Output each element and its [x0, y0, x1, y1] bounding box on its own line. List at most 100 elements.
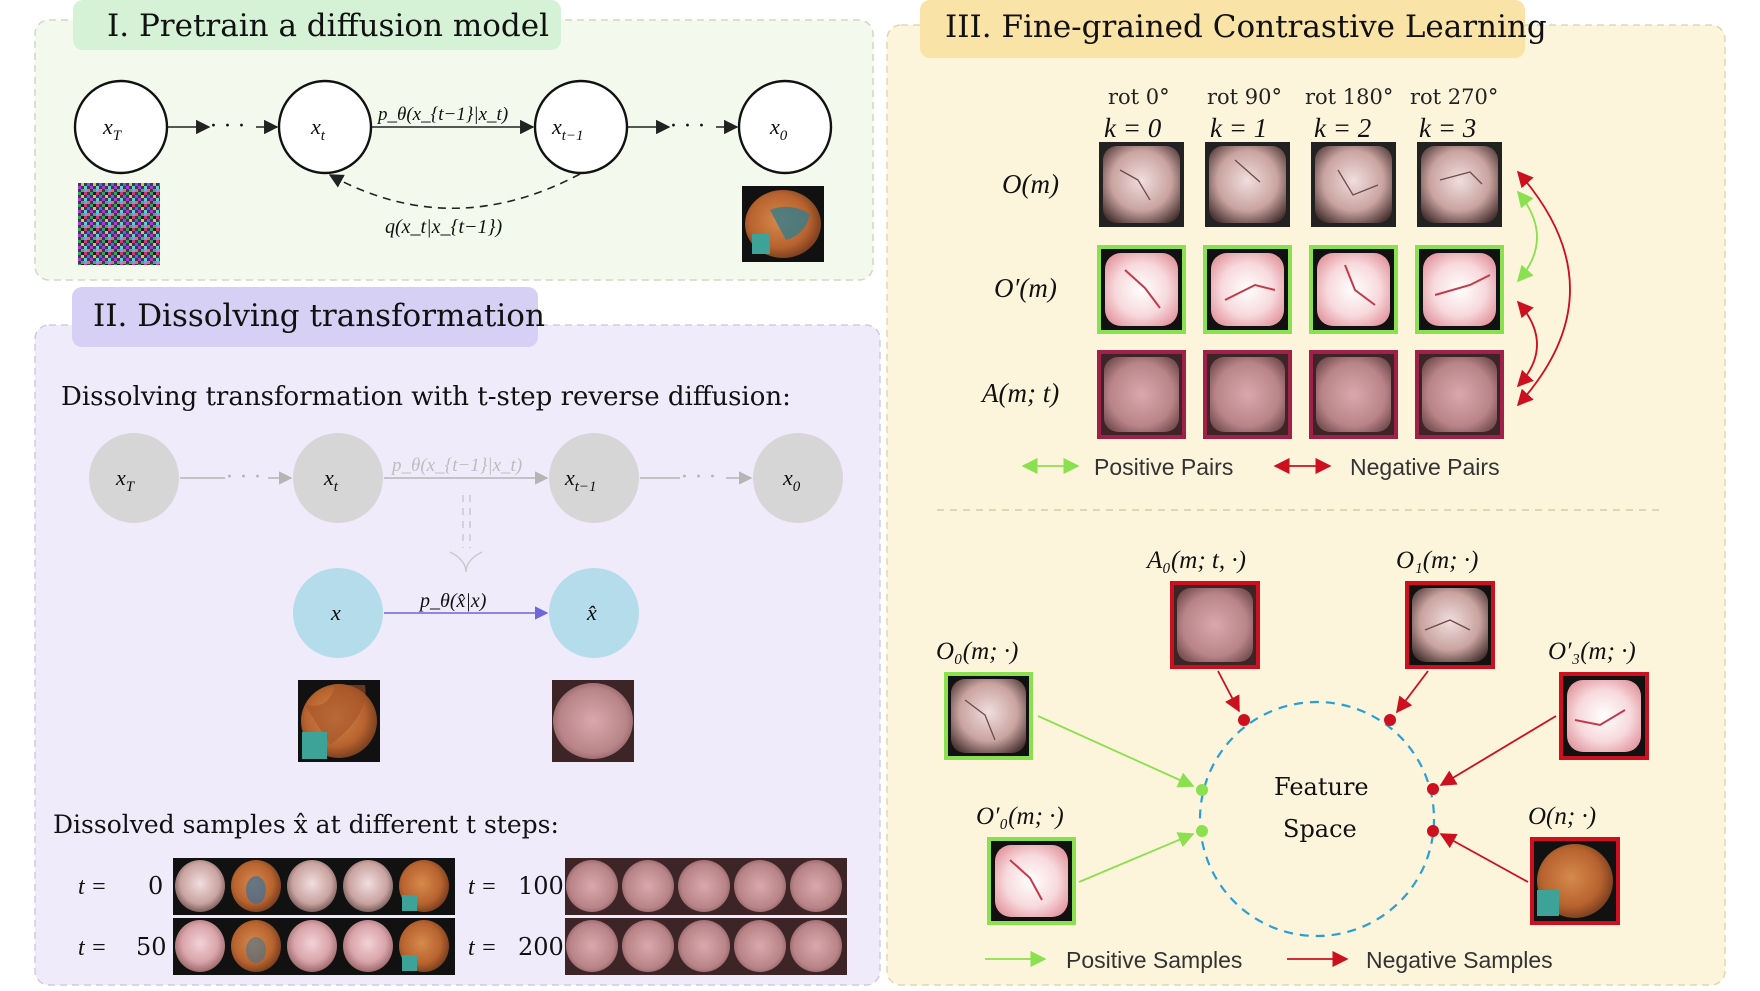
arrow-a0 [1217, 670, 1240, 713]
row-t0-value: 0 [148, 872, 163, 900]
panel-pretrain-title-box [73, 0, 561, 50]
noise-image [78, 183, 160, 265]
panel-contrastive: III. Fine-grained Contrastive Learning r… [886, 0, 1726, 986]
label-o0: O₀(m; ·) [936, 638, 1018, 665]
row-t50-value: 50 [136, 933, 167, 961]
node-xT-label: xT [102, 114, 123, 144]
negative-pair-arrow-long [1516, 170, 1571, 407]
arrow-o3-prime [1439, 715, 1557, 786]
samples-title: Dissolved samples x̂ at different t step… [53, 810, 559, 839]
node-x-label: x [330, 600, 341, 625]
dissolving-subtitle: Dissolving transformation with t-step re… [61, 382, 791, 412]
col-3-rot: rot 270° [1410, 85, 1498, 109]
strip-t200 [565, 918, 847, 975]
row-t100-label: t = [468, 874, 497, 900]
row-t0-label: t = [78, 874, 107, 900]
node-xt-label: xt [310, 114, 326, 144]
panel-pretrain-title: I. Pretrain a diffusion model [107, 8, 549, 44]
node-xt [277, 79, 373, 175]
label-on: O(n; ·) [1528, 803, 1596, 830]
feature-space-label-2: Space [1283, 815, 1357, 843]
arrow-o0 [1037, 715, 1195, 788]
legend-positive-samples-label: Positive Samples [1066, 947, 1242, 973]
input-image [298, 680, 380, 762]
sample-image-o1 [1405, 581, 1495, 669]
gray-node-x0 [753, 433, 843, 523]
panel-contrastive-title: III. Fine-grained Contrastive Learning [945, 9, 1547, 45]
col-2-k: k = 2 [1314, 113, 1371, 143]
col-0-rot: rot 0° [1108, 85, 1170, 109]
strip-t50 [173, 918, 455, 975]
label-o0-prime: O′₀(m; ·) [976, 803, 1064, 830]
grid-row-original-prime [1097, 245, 1504, 334]
arrow-o0-prime [1078, 832, 1195, 883]
label-o3-prime: O′₃(m; ·) [1548, 638, 1636, 665]
point-o3-prime [1427, 783, 1439, 795]
node-xT [73, 79, 169, 175]
gray-node-xt-label: xt [323, 465, 339, 495]
row-label-augmented: A(m; t) [980, 378, 1059, 408]
sample-image-on [1530, 837, 1620, 925]
point-o0 [1196, 784, 1208, 796]
node-xhat [549, 568, 639, 658]
label-o1: O₁(m; ·) [1396, 547, 1478, 574]
row-label-original: O(m) [1002, 169, 1059, 199]
legend-positive-pairs-label: Positive Pairs [1094, 454, 1233, 480]
gray-node-x0-label: x0 [782, 465, 801, 495]
sample-image-o3-prime [1559, 672, 1649, 760]
panel-pretrain-background [34, 19, 874, 281]
reverse-arrow [328, 173, 581, 209]
gray-chain-label: p_θ(x_{t−1}|x_t) [390, 455, 522, 476]
point-on [1427, 825, 1439, 837]
label-a0: A₀(m; t, ·) [1145, 547, 1246, 574]
panel-pretrain: I. Pretrain a diffusion model xT xt xt−1… [34, 0, 874, 281]
node-x0-label: x0 [769, 114, 788, 144]
sample-image-o0-prime [987, 837, 1076, 925]
point-o0-prime [1196, 825, 1208, 837]
row-label-original-prime: O′(m) [994, 273, 1057, 303]
sample-image-o0 [944, 672, 1033, 760]
row-t100-value: 100 [518, 872, 564, 900]
gray-node-xt-minus-1-label: xt−1 [564, 465, 597, 495]
gray-node-xt [293, 433, 383, 523]
feature-space-label-1: Feature [1274, 773, 1369, 801]
legend-negative-samples-label: Negative Samples [1366, 947, 1553, 973]
node-x0 [737, 79, 833, 175]
grid-row-augmented [1097, 350, 1504, 439]
col-3-k: k = 3 [1419, 113, 1476, 143]
panel-dissolving: II. Dissolving transformation Dissolving… [34, 287, 881, 986]
dots-2: · · · [670, 114, 705, 139]
arrow-on [1439, 833, 1529, 883]
arrow-x-xhat-label: p_θ(x̂|x) [418, 590, 487, 612]
forward-label: p_θ(x_{t−1}|x_t) [376, 104, 508, 125]
col-0-k: k = 0 [1104, 113, 1162, 143]
reverse-label: q(x_t|x_{t−1}) [385, 216, 503, 238]
endoscopy-image [742, 186, 824, 262]
row-t200-value: 200 [518, 933, 564, 961]
strip-t0 [173, 858, 455, 915]
panel-dissolving-title-box [72, 287, 538, 347]
double-dashed-arrow [449, 495, 483, 573]
dissolved-image [552, 680, 634, 762]
feature-space-circle [1198, 700, 1436, 938]
panel-dissolving-title: II. Dissolving transformation [93, 298, 545, 334]
gray-dots-2: · · · [681, 465, 716, 490]
point-a0 [1238, 714, 1250, 726]
point-o1 [1384, 714, 1396, 726]
gray-node-xT [89, 433, 179, 523]
panel-contrastive-title-box [920, 0, 1525, 58]
panel-contrastive-background [886, 24, 1726, 986]
dots-1: · · · [210, 114, 245, 139]
node-xt-minus-1 [533, 79, 629, 175]
row-t200-label: t = [468, 935, 497, 961]
row-t50-label: t = [78, 935, 107, 961]
strip-t100 [565, 858, 847, 915]
gray-node-xt-minus-1 [549, 433, 639, 523]
col-1-rot: rot 90° [1207, 85, 1282, 109]
legend-negative-pairs-label: Negative Pairs [1350, 454, 1500, 480]
sample-image-a0 [1170, 581, 1260, 669]
col-1-k: k = 1 [1210, 113, 1267, 143]
node-xhat-label: x̂ [586, 600, 597, 625]
gray-node-xT-label: xT [115, 465, 136, 495]
